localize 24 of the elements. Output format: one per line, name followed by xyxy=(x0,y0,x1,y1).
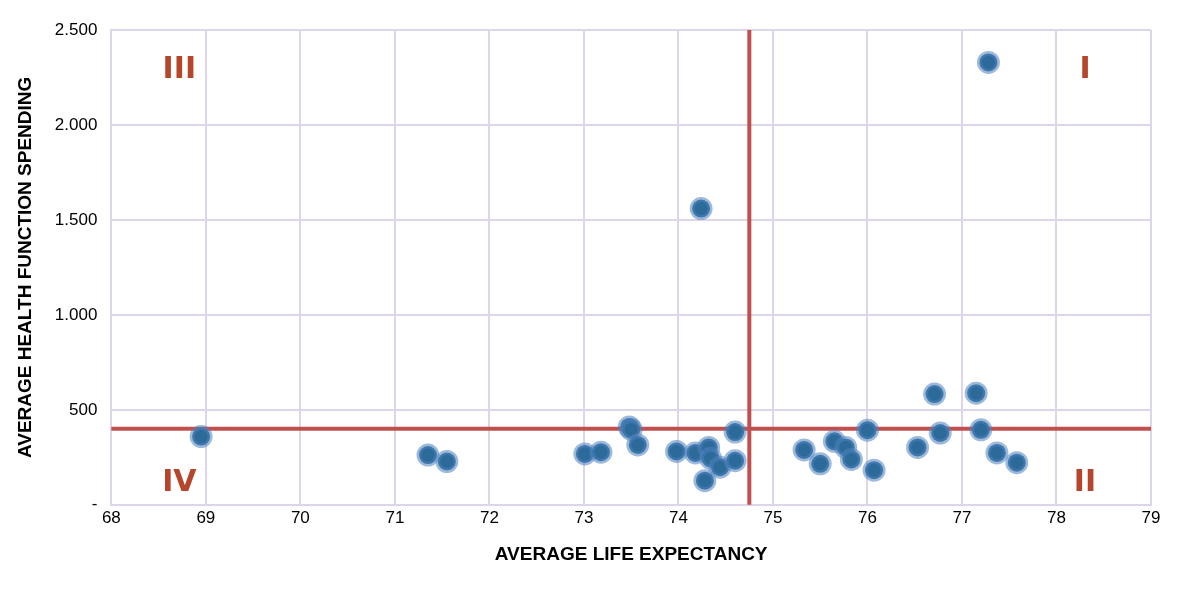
x-tick-label: 74 xyxy=(668,507,688,527)
x-tick-label: 70 xyxy=(290,507,310,527)
annotation: IV xyxy=(162,462,198,498)
annotation: II xyxy=(1073,462,1097,498)
y-tick-label: 1.000 xyxy=(54,304,98,324)
annotation: I xyxy=(1079,49,1091,85)
x-tick-label: 77 xyxy=(952,507,972,527)
x-tick-label: 79 xyxy=(1141,507,1161,527)
x-tick-label: 75 xyxy=(763,507,783,527)
y-tick-label: - xyxy=(91,494,98,514)
x-tick-label: 76 xyxy=(858,507,877,527)
y-tick-label: 500 xyxy=(68,399,98,419)
x-tick-label: 69 xyxy=(196,507,216,527)
y-axis-title: AVERAGE HEALTH FUNCTION SPENDING xyxy=(13,76,35,459)
x-tick-label: 73 xyxy=(574,507,594,527)
y-tick-label: 1.500 xyxy=(54,209,98,229)
annotation: III xyxy=(162,49,197,85)
x-axis-title: AVERAGE LIFE EXPECTANCY xyxy=(494,542,768,564)
y-tick-label: 2.000 xyxy=(54,114,98,134)
x-tick-label: 71 xyxy=(385,507,405,527)
x-tick-label: 78 xyxy=(1047,507,1066,527)
x-tick-label: 72 xyxy=(479,507,499,527)
x-tick-label: 68 xyxy=(101,507,121,527)
y-tick-label: 2.500 xyxy=(54,19,98,39)
